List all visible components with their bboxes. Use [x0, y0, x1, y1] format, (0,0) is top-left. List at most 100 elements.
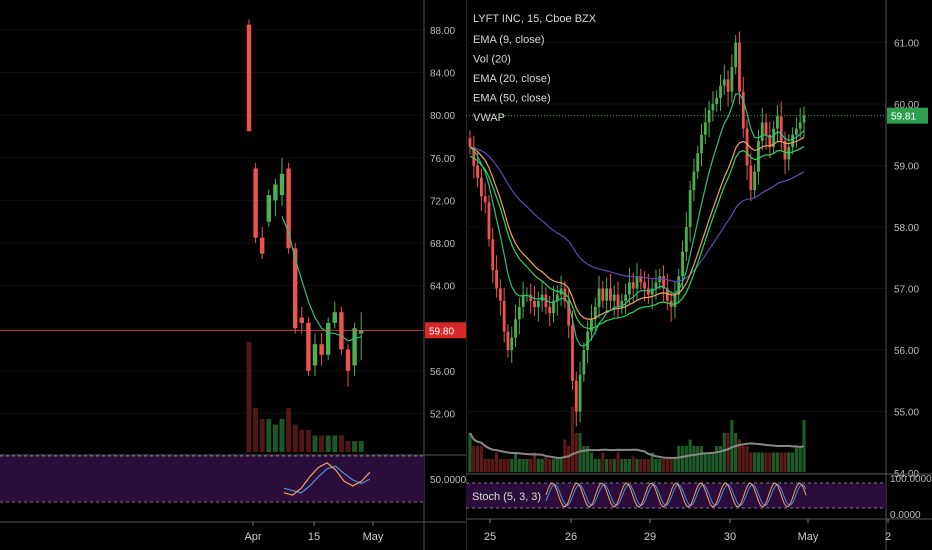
right-volume-bar — [502, 459, 506, 472]
right-candle-body — [555, 294, 559, 301]
left-candle-body — [339, 312, 344, 350]
right-volume-bar — [517, 459, 521, 472]
right-candle-body — [715, 97, 719, 104]
right-volume-bar — [741, 446, 745, 472]
right-candle-body — [665, 288, 669, 301]
left-y-tick-label: 72.00 — [430, 196, 455, 207]
right-candle-body — [681, 251, 684, 277]
right-volume-bar — [567, 446, 571, 472]
right-volume-bar — [749, 452, 753, 472]
right-last-price-label: 59.81 — [891, 112, 916, 123]
right-y-tick-label: 58.00 — [894, 223, 919, 234]
right-volume-bar — [491, 459, 495, 472]
right-volume-bar — [661, 459, 666, 472]
left-candle-body — [345, 349, 351, 371]
left-stoch-band — [0, 456, 424, 502]
right-candle-body — [502, 300, 506, 332]
right-volume-bar — [730, 420, 734, 472]
left-candle-body — [273, 184, 278, 201]
left-candle-body — [332, 312, 337, 323]
right-volume-bar — [620, 459, 624, 472]
right-y-tick-label: 60.00 — [894, 100, 919, 111]
right-volume-bar — [601, 452, 605, 472]
left-volume-bar — [358, 441, 364, 452]
right-volume-bar — [699, 446, 704, 472]
right-volume-bar — [642, 459, 647, 472]
right-volume-bar — [673, 459, 677, 472]
right-volume-bar — [510, 459, 514, 472]
right-y-tick-label: 56.00 — [894, 346, 919, 357]
right-volume-bar — [559, 459, 563, 472]
right-x-tick-label: 26 — [565, 531, 577, 543]
right-vwap-line — [469, 146, 805, 329]
right-candle-body — [483, 196, 487, 203]
right-candle-body — [517, 306, 521, 320]
right-volume-bar — [578, 433, 582, 472]
right-volume-bar — [794, 446, 799, 472]
right-volume-bar — [483, 459, 487, 472]
right-volume-bar — [468, 433, 472, 472]
right-volume-bar — [787, 452, 791, 472]
right-chart[interactable]: 61.0060.0059.0058.0057.0056.0055.0054.00… — [466, 0, 932, 550]
right-stoch-tick-100: 100.0000 — [890, 474, 932, 485]
right-candle-body — [673, 294, 677, 307]
left-stoch-k-line — [283, 462, 371, 496]
left-volume-bar — [299, 430, 305, 452]
right-candle-body — [529, 294, 533, 301]
right-stoch-k-line — [545, 482, 807, 508]
left-stoch-d-line — [283, 465, 371, 494]
right-volume-bar — [639, 459, 643, 472]
right-volume-bar — [756, 452, 761, 472]
right-volume-bar — [624, 459, 628, 472]
right-volume-bar — [737, 439, 742, 472]
right-volume-bar — [563, 439, 567, 472]
right-candle-body — [688, 190, 692, 227]
left-volume-bar — [279, 419, 285, 452]
right-candle-body — [707, 110, 711, 123]
left-last-price-box — [425, 322, 466, 339]
right-volume-bar — [768, 452, 772, 472]
right-volume-bar — [506, 459, 510, 472]
right-candle-body — [730, 67, 734, 92]
left-x-tick-label: May — [363, 531, 384, 543]
right-volume-bar — [582, 446, 586, 472]
right-ema9-line — [469, 92, 805, 347]
right-candle-body — [741, 91, 745, 129]
left-chart[interactable]: 88.0084.0080.0076.0072.0068.0064.0060.00… — [0, 0, 466, 550]
right-candle-body — [635, 276, 639, 289]
right-x-tick-label: 2 — [885, 531, 891, 543]
right-volume-bar — [540, 459, 544, 472]
left-stoch-level-label: 50.0000 — [430, 475, 466, 486]
left-x-tick-label: Apr — [244, 531, 261, 543]
right-candle-body — [624, 294, 628, 301]
right-candle-body — [631, 282, 635, 289]
right-volume-bar — [703, 452, 707, 472]
left-volume-bar — [272, 424, 278, 452]
right-volume-bar — [696, 446, 700, 472]
right-volume-bar — [680, 446, 685, 472]
left-volume-bar — [259, 419, 265, 452]
right-volume-ma — [469, 432, 805, 459]
right-volume-bar — [665, 459, 669, 472]
legend-entry: Vol (20) — [473, 54, 511, 66]
right-candle-body — [612, 294, 616, 301]
right-volume-bar — [718, 446, 723, 472]
right-stoch-tick-0: 0.0000 — [890, 510, 921, 521]
right-candle-body — [772, 128, 776, 148]
legend-entry: EMA (9, close) — [473, 34, 545, 46]
right-candle-body — [719, 85, 722, 98]
right-volume-bar — [692, 446, 696, 472]
left-y-tick-label: 56.00 — [430, 367, 455, 378]
chart-title: LYFT INC, 15, Cboe BZX — [473, 13, 597, 25]
right-stoch-d-line — [545, 483, 807, 507]
right-candle-body — [616, 294, 620, 307]
right-candle-body — [476, 165, 479, 178]
right-candle-body — [578, 374, 582, 412]
right-candle-body — [567, 300, 571, 326]
left-candle-body — [299, 317, 304, 323]
right-volume-bar — [654, 459, 658, 472]
left-candle-body — [279, 173, 285, 196]
right-volume-bar — [791, 452, 795, 472]
right-volume-bar — [593, 459, 597, 472]
right-candle-body — [609, 288, 612, 301]
